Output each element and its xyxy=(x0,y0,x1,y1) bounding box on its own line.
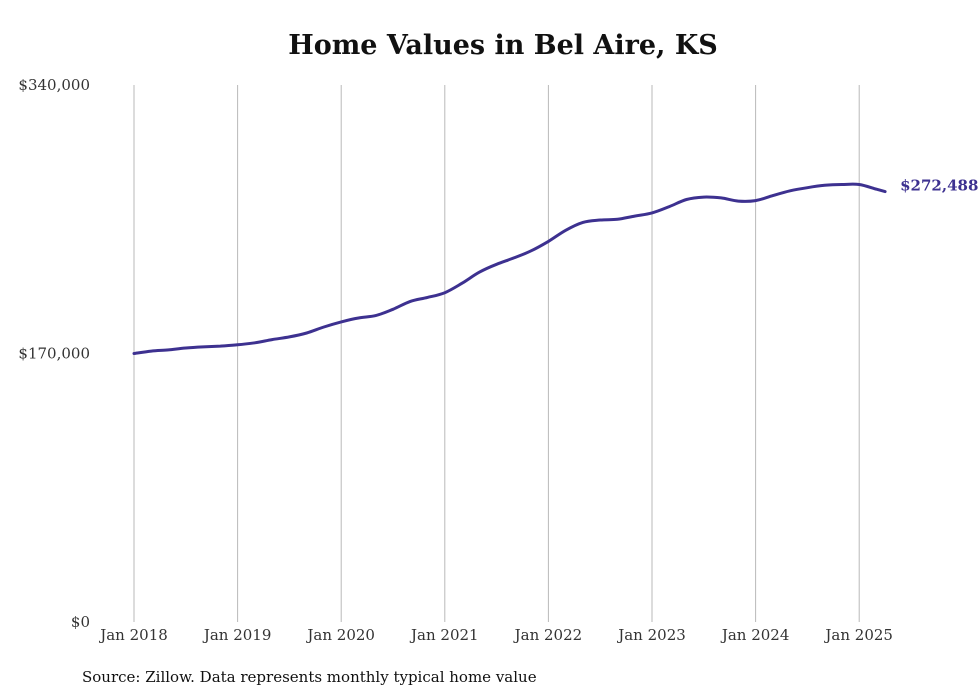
x-tick-label: Jan 2022 xyxy=(513,626,583,644)
x-tick-label: Jan 2023 xyxy=(616,626,686,644)
end-value-label: $272,488 xyxy=(900,177,978,195)
x-tick-label: Jan 2020 xyxy=(305,626,375,644)
y-tick-label: $0 xyxy=(71,613,90,631)
x-tick-label: Jan 2025 xyxy=(823,626,893,644)
chart-title: Home Values in Bel Aire, KS xyxy=(288,30,718,61)
x-tick-label: Jan 2018 xyxy=(98,626,168,644)
series-line xyxy=(132,182,887,355)
x-tick-label: Jan 2019 xyxy=(202,626,272,644)
y-tick-label: $170,000 xyxy=(18,345,90,363)
series-layer: $272,488 xyxy=(132,177,978,355)
gridlines xyxy=(133,85,860,622)
x-axis-ticks: Jan 2018 Jan 2019 Jan 2020 Jan 2021 Jan 2022… xyxy=(98,626,893,644)
source-note: Source: Zillow. Data represents monthly … xyxy=(82,668,537,686)
y-tick-label: $340,000 xyxy=(18,76,90,94)
x-tick-label: Jan 2024 xyxy=(720,626,790,644)
y-axis-ticks: $0 $170,000 $340,000 xyxy=(18,76,90,631)
x-tick-label: Jan 2021 xyxy=(409,626,479,644)
